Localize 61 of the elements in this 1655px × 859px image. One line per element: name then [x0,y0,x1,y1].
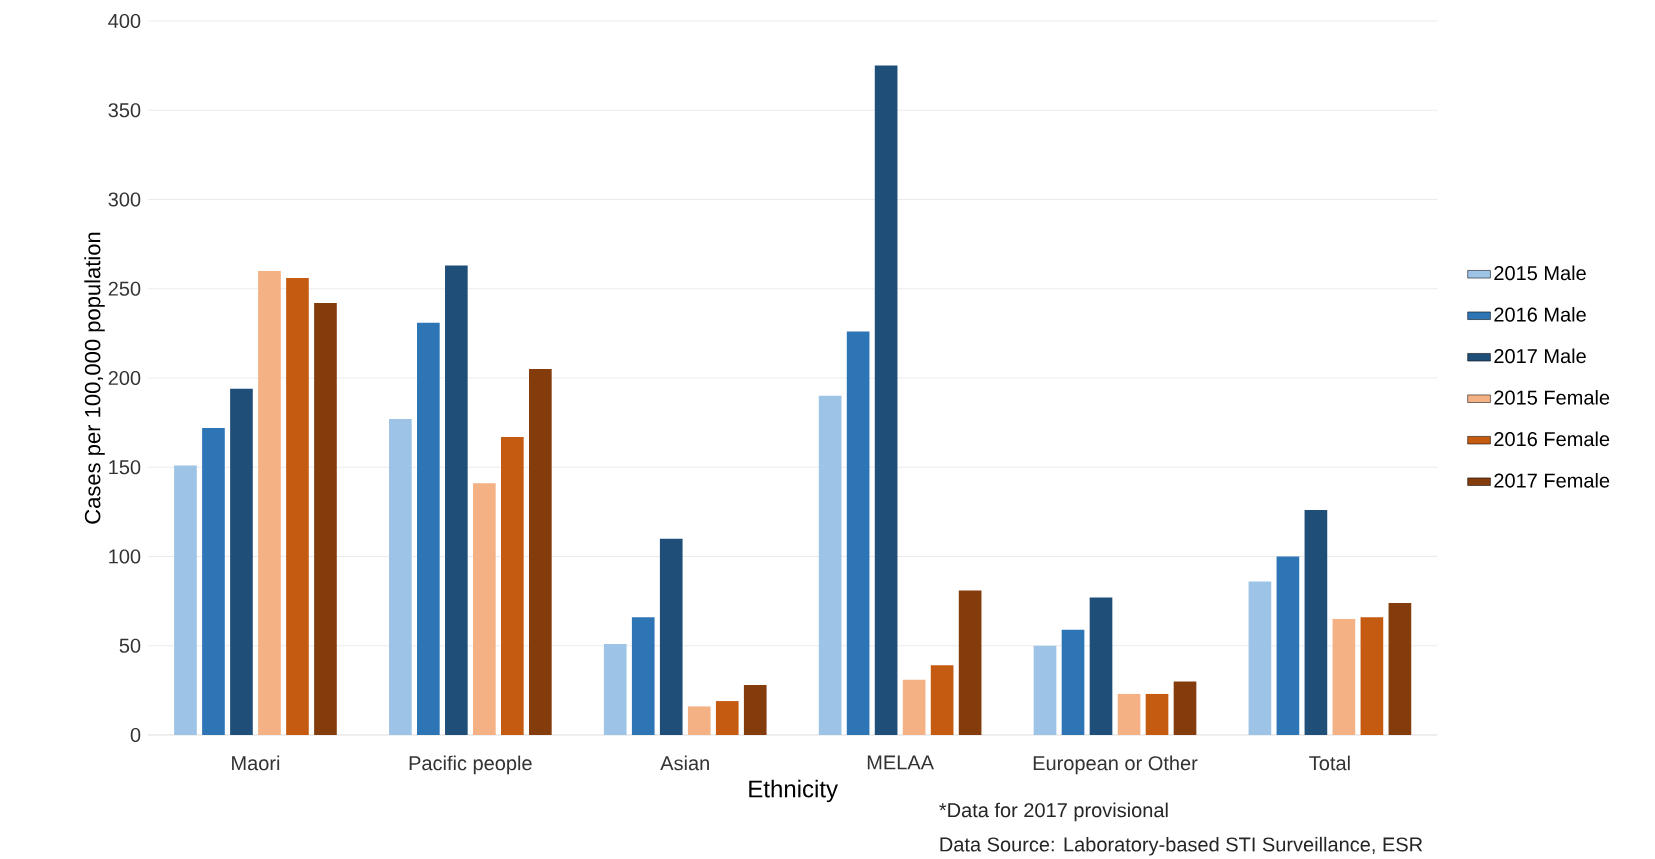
legend-label: 2015 Male [1494,265,1586,281]
legend-label: 2015 Female [1494,389,1610,405]
bar [1276,556,1300,735]
bar [1033,645,1057,735]
bar [473,483,496,735]
bar [258,270,281,735]
bar [1248,581,1272,735]
y-tick-label: 300 [108,192,141,207]
bar [314,303,337,735]
bar [1360,617,1384,735]
legend-label: 2016 Female [1494,431,1610,447]
text: *Data for 2017 provisional [939,802,1168,822]
y-tick-label: 150 [109,460,141,475]
bar [389,419,412,735]
bar [743,685,767,735]
bar [230,388,253,735]
legend-label: 2017 Male [1494,348,1586,364]
bar [286,278,309,735]
bar [1173,681,1197,735]
bar [529,369,552,735]
x-tick-label: European or Other [1033,755,1198,775]
bar [1332,618,1356,735]
y-tick-label: 400 [108,13,141,29]
bar [1061,629,1085,735]
y-tick-label: 50 [119,638,141,653]
y-tick-label: 200 [108,370,141,386]
source-note: Data Source: Laboratory-based STI Surveillance, ESR [940,836,1423,856]
y-tick-label: 250 [108,281,141,296]
y-tick-label: 350 [108,103,141,118]
x-tick-label: Maori [232,755,280,771]
bar [501,436,524,735]
x-tick-label: Pacific people [409,755,532,775]
x-tick-label: MELAA [867,755,934,770]
bar [958,590,982,735]
legend-label: 2017 Female [1494,472,1610,488]
y-tick-label: 0 [130,727,141,743]
bar [1388,602,1412,735]
bar [1304,510,1328,735]
bar [715,701,739,735]
bar [202,427,225,735]
y-axis-title: Cases per 100,000 population [84,232,105,524]
x-tick-label: Asian [660,755,709,771]
x-axis-title: Ethnicity [749,779,838,803]
bar [1089,597,1113,735]
bar [1145,693,1169,735]
bar [902,679,926,735]
bar [174,465,197,735]
bar [445,265,468,735]
bar [818,395,842,735]
bar [417,322,440,735]
bar [603,643,627,735]
bar [1117,693,1141,735]
x-tick-label: Total [1309,755,1350,771]
legend-label: 2016 Male [1494,307,1586,322]
bar [659,538,683,735]
bar [874,65,898,735]
bar [631,617,655,735]
y-tick-label: 100 [109,549,141,564]
bar [930,665,954,735]
bar [846,331,870,735]
bar [687,706,711,735]
